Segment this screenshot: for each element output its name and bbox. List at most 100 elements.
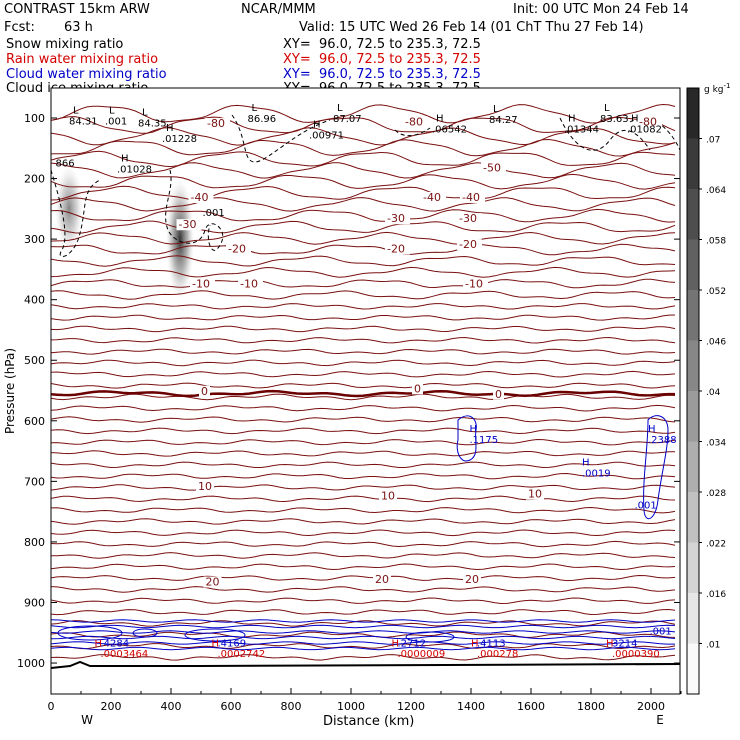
- x-tick-label: 1800: [577, 700, 605, 713]
- label-mask: [373, 574, 391, 586]
- temperature-contour: [51, 266, 676, 278]
- x-tick-label: 1200: [397, 700, 425, 713]
- temperature-label: -80: [639, 115, 657, 128]
- temperature-contour: [51, 208, 676, 223]
- ice-extremum-marker: H: [166, 123, 174, 134]
- label-mask: [526, 488, 544, 500]
- cloud-water-extremum-value: .2712: [398, 639, 427, 650]
- temperature-label: 0: [201, 385, 208, 398]
- cloud-ice-contour: [394, 127, 431, 137]
- rain-extremum-value: .0000390: [612, 649, 660, 660]
- plot-frame: [50, 87, 681, 695]
- cloud-water-contour: [51, 635, 676, 640]
- field-rain-xy: XY= 96.0, 72.5 to 235.3, 72.5: [283, 52, 481, 67]
- cloud-water-contour: [51, 641, 675, 645]
- temperature-contour: [51, 348, 676, 355]
- ice-extremum-marker: L: [73, 106, 79, 117]
- ice-extremum-marker: H: [121, 154, 129, 165]
- colorbar-swatch: [687, 391, 699, 442]
- cloud-ice-contour: [51, 169, 101, 258]
- label-mask: [463, 574, 481, 586]
- label-mask: [238, 278, 263, 290]
- temperature-contour: [51, 173, 676, 190]
- colorbar-swatch: [687, 290, 699, 341]
- temperature-contour: [51, 461, 676, 469]
- field-cloud-water-xy: XY= 96.0, 72.5 to 235.3, 72.5: [283, 67, 481, 82]
- temperature-label: 10: [381, 490, 395, 503]
- colorbar-level-label: .058: [706, 237, 726, 247]
- ice-extremum-value: .001: [105, 117, 127, 128]
- field-rain-name: Rain water mixing ratio: [6, 52, 159, 67]
- ice-extremum-marker: L: [142, 107, 148, 118]
- label-mask: [196, 480, 214, 492]
- label-mask: [412, 383, 423, 395]
- temperature-label: 20: [375, 573, 389, 586]
- temperature-contour: [51, 472, 676, 480]
- temperature-contour: [51, 162, 676, 179]
- temperature-contour: [51, 231, 676, 245]
- temperature-label: -10: [465, 278, 483, 291]
- cloud-water-contour: [132, 628, 158, 638]
- temperature-label: -80: [207, 117, 225, 130]
- colorbar-level-label: .028: [706, 489, 726, 499]
- cloud-water-contour: [51, 624, 676, 629]
- plot-area: [51, 88, 680, 694]
- label-mask: [637, 116, 662, 128]
- y-tick-label: 700: [24, 475, 45, 488]
- y-tick-label: 900: [24, 596, 45, 609]
- temperature-contour: [51, 243, 676, 256]
- field-snow-name: Snow mixing ratio: [6, 37, 124, 52]
- label-mask: [493, 388, 504, 400]
- temperature-contour: [51, 597, 676, 605]
- ice-extremum-value: 83.63: [600, 114, 629, 125]
- temperature-contour: [51, 529, 676, 537]
- temperature-label: 10: [528, 488, 542, 501]
- ice-extremum-value: 87.07: [333, 114, 362, 125]
- cloud-water-extremum-value: .0019: [582, 469, 611, 480]
- x-tick-label: 200: [101, 700, 122, 713]
- colorbar-level-label: .022: [706, 540, 726, 550]
- temperature-label: 10: [198, 480, 212, 493]
- field-snow-xy: XY= 96.0, 72.5 to 235.3, 72.5: [283, 37, 481, 52]
- x-tick-label: 800: [281, 700, 302, 713]
- temperature-contour: [51, 643, 676, 650]
- temperature-label: 20: [206, 576, 220, 589]
- west-label: W: [81, 713, 93, 727]
- temperature-contour: [51, 484, 676, 491]
- colorbar-swatch: [687, 542, 699, 593]
- ice-extremum-value: 86.96: [248, 114, 277, 125]
- temperature-label: -50: [483, 161, 501, 174]
- init-time: Init: 00 UTC Mon 24 Feb 14: [513, 2, 689, 17]
- temperature-label: -40: [423, 191, 441, 204]
- cloud-water-contour: [456, 415, 477, 462]
- temperature-label: -10: [192, 278, 210, 291]
- temperature-label: -30: [459, 212, 477, 225]
- cloud-water-extremum-marker: H: [606, 639, 614, 650]
- ice-extremum-value: .001: [203, 208, 225, 219]
- cloud-water-extremum-value: 3214: [612, 639, 637, 650]
- valid-time: Valid: 15 UTC Wed 26 Feb 14 (01 ChT Thu …: [299, 20, 644, 35]
- model-title: CONTRAST 15km ARW: [4, 2, 150, 17]
- ice-extremum-marker: H: [568, 114, 576, 125]
- forecast-label: Fcst:: [4, 20, 35, 35]
- cloud-water-extremum-marker: H: [471, 639, 479, 650]
- temperature-label: 0: [414, 382, 421, 395]
- temperature-label: 20: [465, 573, 479, 586]
- x-tick-label: 1600: [517, 700, 545, 713]
- temperature-contour: [51, 574, 676, 582]
- cloud-water-contour: [51, 646, 676, 651]
- cloud-water-extremum-marker: H: [212, 639, 220, 650]
- temperature-contour: [51, 185, 676, 201]
- temperature-contour: [51, 220, 676, 234]
- temperature-contour: [51, 427, 676, 435]
- colorbar-swatch: [687, 593, 699, 644]
- temperature-contour: [51, 495, 676, 503]
- colorbar-unit: g kg-1: [704, 82, 730, 95]
- temperature-label: -10: [240, 278, 258, 291]
- cloud-water-contour: [405, 631, 455, 643]
- label-mask: [457, 239, 482, 251]
- cloud-water-contour: [643, 415, 669, 520]
- ice-extremum-marker: L: [493, 104, 499, 115]
- ice-extremum-marker: L: [109, 106, 115, 117]
- x-tick-label: 1000: [337, 700, 365, 713]
